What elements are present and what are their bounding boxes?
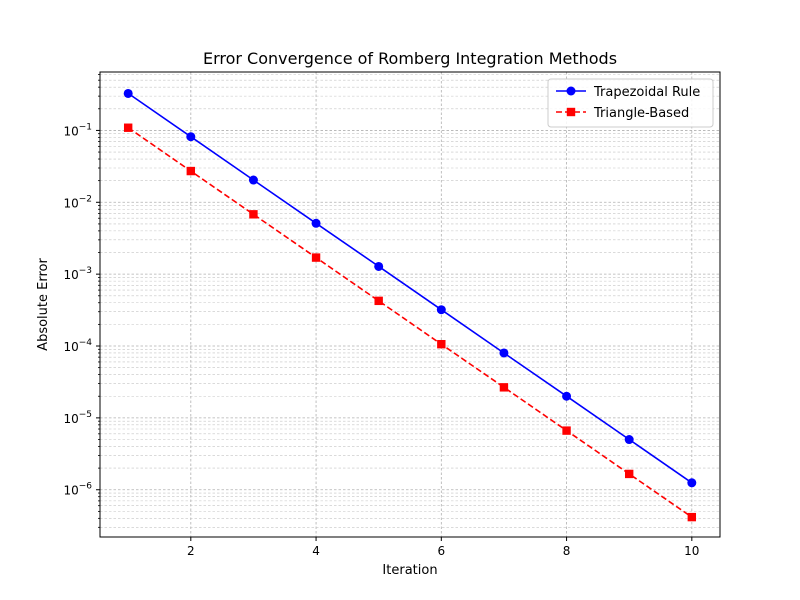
y-tick-label: 10−3: [63, 266, 92, 282]
data-point: [186, 166, 196, 176]
grid: [100, 72, 720, 537]
series-layer: [123, 88, 697, 522]
data-point: [436, 305, 446, 315]
data-point: [249, 210, 258, 219]
legend-marker: [566, 107, 576, 117]
y-tick-label: 10−2: [63, 194, 92, 210]
data-point: [374, 261, 384, 271]
x-tick-label: 4: [312, 544, 320, 558]
data-point: [562, 426, 571, 435]
data-point: [687, 478, 697, 488]
chart-title: Error Convergence of Romberg Integration…: [203, 49, 617, 68]
data-point: [499, 348, 509, 358]
axis-ticks: 2 4 6 8 10 10−6 10−5 10−4 10−3 10−2 10−1: [63, 74, 699, 558]
y-tick-label: 10−1: [63, 122, 92, 138]
plot-frame: [99, 71, 721, 538]
x-tick-label: 10: [684, 544, 699, 558]
series-line: [127, 92, 693, 484]
y-tick-label: 10−5: [63, 410, 92, 426]
x-tick-label: 6: [437, 544, 445, 558]
data-point: [123, 88, 133, 98]
data-point: [499, 383, 509, 392]
legend-marker: [566, 86, 576, 96]
data-point: [311, 218, 321, 228]
y-tick-label: 10−6: [63, 482, 92, 498]
data-point: [687, 512, 697, 522]
data-point: [624, 435, 634, 445]
legend-label: Triangle-Based: [593, 106, 689, 121]
data-point: [123, 123, 133, 132]
y-tick-label: 10−4: [63, 338, 92, 354]
data-point: [311, 253, 321, 262]
data-point: [374, 296, 383, 306]
legend: Trapezoidal Rule Triangle-Based: [547, 78, 714, 128]
data-point: [248, 175, 258, 185]
data-point: [562, 391, 572, 401]
y-axis-label: Absolute Error: [36, 258, 51, 351]
x-tick-label: 2: [187, 544, 195, 558]
x-axis-label: Iteration: [382, 563, 437, 578]
data-point: [437, 339, 446, 349]
data-point: [624, 469, 634, 479]
x-tick-label: 8: [563, 544, 571, 558]
series-line: [127, 127, 693, 518]
data-point: [186, 132, 196, 142]
legend-label: Trapezoidal Rule: [593, 85, 700, 100]
legend-box: [547, 78, 714, 128]
